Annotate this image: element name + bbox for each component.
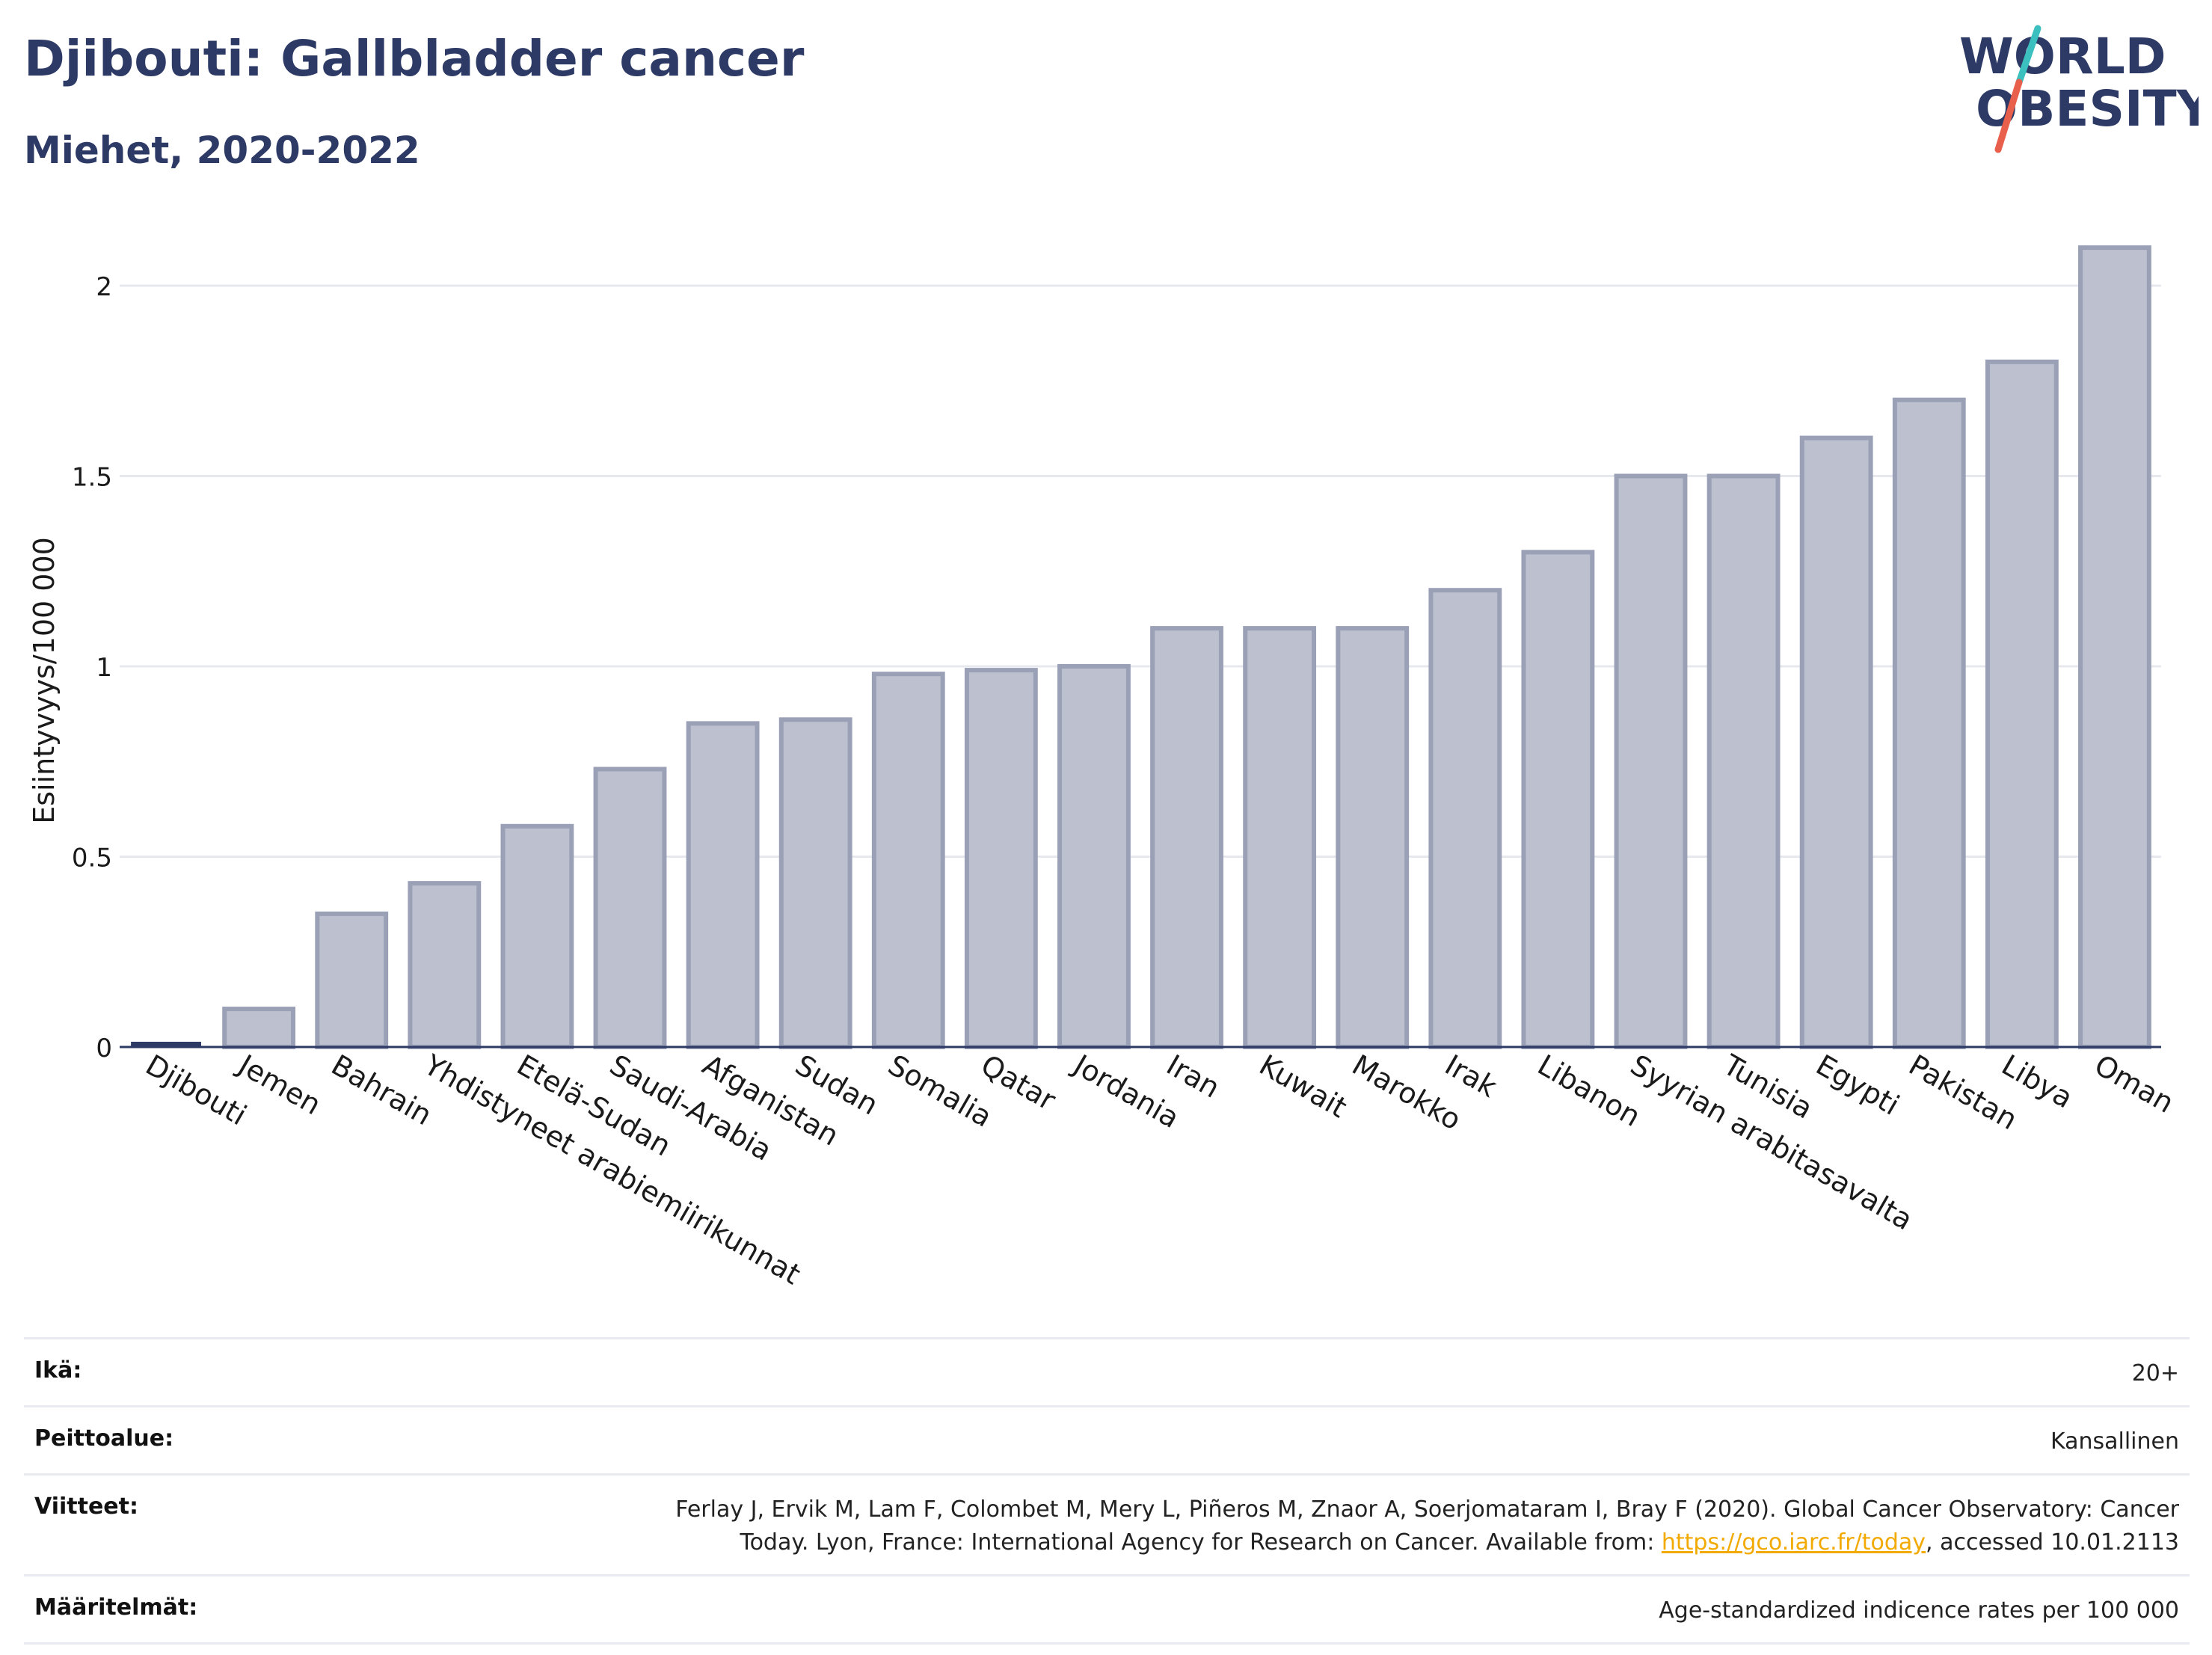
- y-tick-label: 0.5: [72, 844, 112, 873]
- bar-chart: 00.511.52DjiboutiJemenBahrainYhdistyneet…: [28, 245, 2179, 1291]
- bar: [315, 911, 389, 1049]
- bar: [1706, 473, 1781, 1049]
- meta-row-references: Viitteet: Ferlay J, Ervik M, Lam F, Colo…: [24, 1473, 2190, 1574]
- meta-definitions-label: Määritelmät:: [34, 1594, 198, 1621]
- bar: [2078, 245, 2151, 1050]
- x-tick-label: Kuwait: [1254, 1048, 1353, 1125]
- meta-definitions-value: Age-standardized indicence rates per 100…: [1659, 1597, 2179, 1624]
- y-tick-label: 1.5: [72, 463, 112, 493]
- bar: [1057, 664, 1131, 1049]
- bar: [408, 881, 482, 1049]
- bar: [1428, 588, 1502, 1049]
- chart-subtitle: Miehet, 2020-2022: [24, 129, 420, 172]
- meta-age-value: 20+: [2131, 1360, 2179, 1387]
- x-tick-label: Iran: [1161, 1048, 1226, 1105]
- meta-coverage-value: Kansallinen: [2050, 1428, 2179, 1455]
- bar: [1892, 397, 1966, 1049]
- bar: [1614, 473, 1688, 1049]
- bar: [1243, 626, 1317, 1049]
- bars-layer: [131, 245, 2151, 1050]
- logo-line1: WORLD: [1959, 28, 2166, 85]
- world-obesity-logo: WORLD OBESITY: [1959, 25, 2199, 153]
- meta-row-coverage: Peittoalue: Kansallinen: [24, 1405, 2190, 1473]
- y-tick-label: 2: [96, 272, 112, 302]
- x-tick-label: Djibouti: [141, 1048, 253, 1132]
- bar: [964, 668, 1038, 1050]
- x-tick-label: Jordania: [1067, 1048, 1185, 1134]
- x-tick-label: Oman: [2089, 1048, 2179, 1120]
- bar: [1150, 626, 1223, 1049]
- x-tick-label: Egypti: [1810, 1048, 1905, 1122]
- bar: [686, 721, 760, 1049]
- meta-references-label: Viitteet:: [34, 1493, 138, 1520]
- meta-references-text-2: Today. Lyon, France: International Agenc…: [740, 1529, 1662, 1556]
- bar: [500, 823, 574, 1050]
- meta-age-label: Ikä:: [34, 1357, 82, 1384]
- bar: [1799, 435, 1873, 1049]
- bar: [593, 767, 667, 1050]
- bar: [1985, 359, 2059, 1049]
- bar: [222, 1007, 296, 1049]
- x-tick-label: Somalia: [882, 1048, 998, 1134]
- chart-title: Djibouti: Gallbladder cancer: [24, 30, 805, 87]
- bar: [1521, 550, 1595, 1049]
- logo-slash-bottom: [1994, 79, 2023, 153]
- x-tick-label: Bahrain: [326, 1048, 437, 1132]
- y-tick-label: 1: [96, 653, 112, 683]
- logo-slash-top: [2015, 25, 2042, 86]
- x-tick-label: Libanon: [1532, 1048, 1646, 1133]
- meta-references-link[interactable]: https://gco.iarc.fr/today: [1661, 1529, 1926, 1556]
- bar: [871, 672, 945, 1049]
- bar: [778, 717, 852, 1049]
- metadata-table: Ikä: 20+ Peittoalue: Kansallinen Viittee…: [24, 1337, 2190, 1645]
- bar: [1336, 626, 1410, 1049]
- meta-row-age: Ikä: 20+: [24, 1337, 2190, 1405]
- x-tick-label: Irak: [1440, 1048, 1502, 1104]
- y-tick-label: 0: [96, 1034, 112, 1063]
- y-axis-label: Esiintyvyys/100 000: [28, 537, 61, 824]
- meta-references-text-3: , accessed 10.01.2113: [1926, 1529, 2179, 1556]
- meta-references-value: Ferlay J, Ervik M, Lam F, Colombet M, Me…: [675, 1493, 2179, 1559]
- meta-row-definitions: Määritelmät: Age-standardized indicence …: [24, 1574, 2190, 1645]
- meta-coverage-label: Peittoalue:: [34, 1425, 174, 1452]
- meta-references-text-1: Ferlay J, Ervik M, Lam F, Colombet M, Me…: [675, 1496, 2179, 1523]
